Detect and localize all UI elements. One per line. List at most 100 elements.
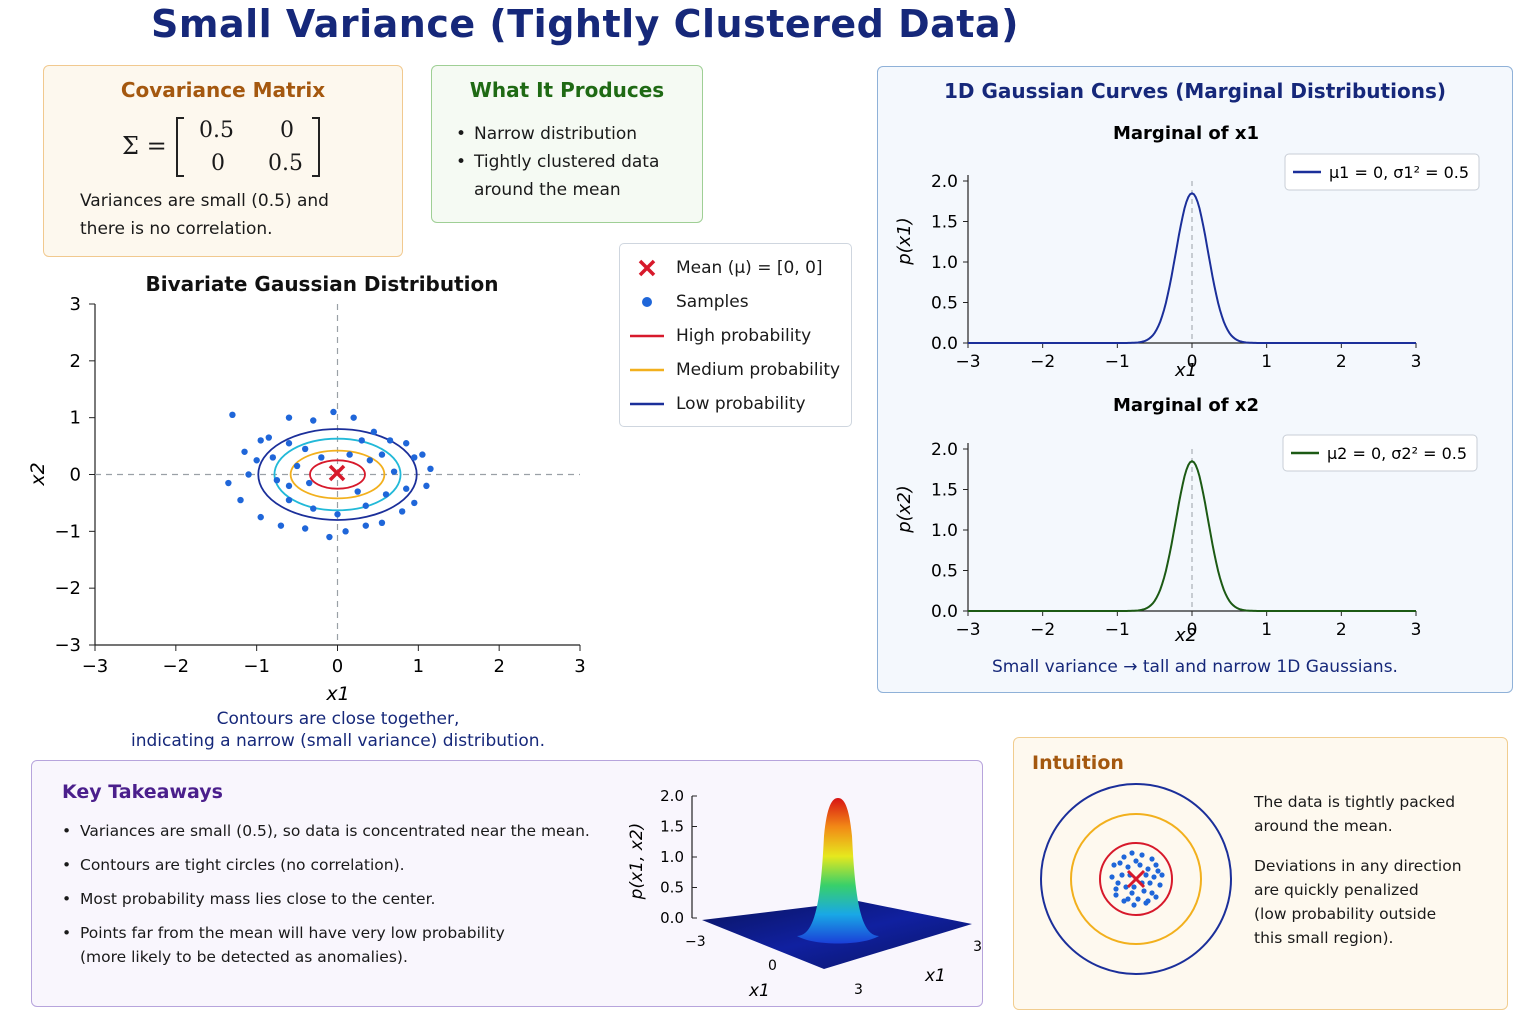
sample-point (342, 528, 349, 535)
intuition-sample-point (1117, 860, 1123, 866)
sample-point (330, 408, 337, 416)
marginal-bottom-legend-box (1282, 434, 1478, 472)
bivariate-chart: Bivariate Gaussian Distribution −3−3 −2 −2… (27, 272, 586, 751)
surface-3d-chart: p(x1, x2) 2.0 1.5 1.0 0.5 0.0 −3 0 3 3 x1 x1 (627, 787, 982, 1001)
sample-point (334, 511, 341, 518)
takeaway-4: Points far from the mean will have very … (58, 921, 590, 969)
legend-sample-icon (642, 297, 652, 307)
intuition-sample-point (1121, 898, 1127, 904)
marginal-y-tick-label: 0.5 (931, 294, 958, 314)
bivariate-x-tick-label: 2 (493, 656, 504, 677)
legend-medium-label: Medium probability (676, 360, 841, 380)
sample-point (346, 451, 353, 458)
legend-mean-label: Mean (μ) = [0, 0] (676, 258, 823, 278)
sample-point (253, 457, 260, 464)
legend-samples-label: Samples (676, 292, 749, 312)
legend-mean-icon (638, 259, 656, 277)
sample-point (419, 451, 426, 458)
sample-point (358, 437, 365, 444)
covariance-note-line1: Variances are small (0.5) and (80, 191, 329, 211)
sample-point (403, 485, 410, 492)
intuition-sample-point (1141, 888, 1147, 894)
sample-point (427, 465, 434, 473)
sample-point (265, 434, 272, 441)
marginal-top-legend-label: μ1 = 0, σ1² = 0.5 (1329, 163, 1469, 182)
intuition-sample-point (1153, 862, 1159, 868)
marginal-x-tick-label: −3 (955, 620, 980, 640)
matrix-cell-22: 0.5 (268, 151, 303, 176)
marginals-caption: Small variance → tall and narrow 1D Gaus… (992, 657, 1398, 677)
intuition-p1-line2: around the mean. (1254, 817, 1393, 835)
intuition-sample-point (1125, 896, 1131, 902)
marginal-x-tick-label: −1 (1105, 352, 1130, 372)
takeaway-1: Variances are small (0.5), so data is co… (58, 819, 590, 843)
sample-point (225, 479, 232, 487)
marginal-y-tick-label: 1.5 (931, 213, 958, 233)
intuition-sample-point (1147, 880, 1153, 886)
contour-high (309, 459, 366, 490)
surface-tick-front: 3 (854, 982, 863, 998)
marginal-top-title: Marginal of x1 (1113, 123, 1259, 144)
surface-tick-left: −3 (685, 934, 706, 950)
intuition-high-ring (1099, 842, 1173, 916)
surface-xlabel-front: x1 (748, 981, 770, 1001)
surface-zlabel: p(x1, x2) (627, 823, 647, 901)
sample-point (386, 437, 394, 444)
marginal-y-tick-label: 1.5 (931, 481, 958, 501)
bivariate-x-tick-label: −1 (243, 656, 270, 677)
marginal-x-tick-label: 3 (1411, 620, 1422, 640)
surface-xlabel-right: x1 (924, 966, 946, 986)
bivariate-y-tick-label: 1 (70, 408, 81, 429)
covariance-note-line2: there is no correlation. (80, 219, 273, 239)
marginal-bottom-xlabel: x2 (1174, 625, 1197, 646)
sample-point (390, 468, 398, 475)
legend-high-label: High probability (676, 326, 812, 346)
intuition-sample-point (1135, 896, 1141, 902)
sample-point (398, 508, 406, 515)
sample-point (229, 411, 236, 419)
surface-tick-right: 3 (973, 939, 982, 955)
sample-point (382, 491, 390, 498)
bivariate-samples (225, 408, 434, 541)
intuition-text-2: Deviations in any direction are quickly … (1254, 854, 1462, 950)
produces-bullet-2-line2: around the mean (474, 180, 621, 200)
intuition-sample-point (1159, 872, 1165, 878)
bivariate-x-tick-label: 1 (413, 656, 424, 677)
marginal-top-legend-box (1284, 153, 1480, 191)
intuition-sample-point (1149, 856, 1155, 862)
marginals-heading: 1D Gaussian Curves (Marginal Distributio… (943, 79, 1446, 103)
marginal-y-tick-label: 2.0 (931, 172, 958, 192)
intuition-text-1: The data is tightly packed around the me… (1254, 790, 1455, 838)
legend-symbols (630, 259, 664, 406)
sample-point (285, 414, 293, 421)
marginal-top-xlabel: x1 (1174, 360, 1197, 381)
takeaway-4-line1: Points far from the mean will have very … (80, 924, 505, 942)
intuition-p2-line4: this small region). (1254, 929, 1394, 947)
marginal-curve (968, 459, 1416, 612)
contour-low (257, 428, 418, 521)
produces-bullet-1: Narrow distribution (452, 120, 659, 148)
matrix-cell-12: 0 (280, 118, 294, 143)
marginal-bottom-plot: −3 −2 −1 0 1 2 3 0.0 0.5 1.0 1.5 2.0 (931, 440, 1421, 640)
marginals-charts: Marginal of x1 −3 −2 −1 0 1 2 3 0.0 0.5 1.0 1.5 2.0… (894, 123, 1480, 646)
bivariate-y-tick-label: 3 (70, 294, 81, 315)
intuition-sample-point (1111, 862, 1117, 868)
takeaways-heading: Key Takeaways (62, 781, 223, 803)
intuition-sample-point (1139, 852, 1145, 858)
marginal-y-tick-label: 0.0 (931, 334, 958, 354)
intuition-sample-point (1121, 854, 1127, 860)
sample-point (411, 454, 418, 461)
bivariate-contours (257, 428, 418, 521)
surface-z-tick-label: 0.0 (660, 909, 684, 927)
covariance-heading: Covariance Matrix (120, 78, 326, 102)
sample-point (257, 513, 264, 521)
bivariate-x-tick-label: 0 (332, 656, 343, 677)
surface-tick-mid: 0 (768, 958, 777, 974)
matrix-cell-21: 0 (211, 151, 225, 176)
sample-point (277, 522, 285, 529)
marginal-x-tick-label: 0 (1187, 620, 1198, 640)
bivariate-y-tick-label: 0 (70, 465, 81, 486)
intuition-sample-point (1153, 894, 1159, 900)
sample-point (318, 454, 325, 461)
bivariate-xlabel: x1 (325, 683, 349, 705)
